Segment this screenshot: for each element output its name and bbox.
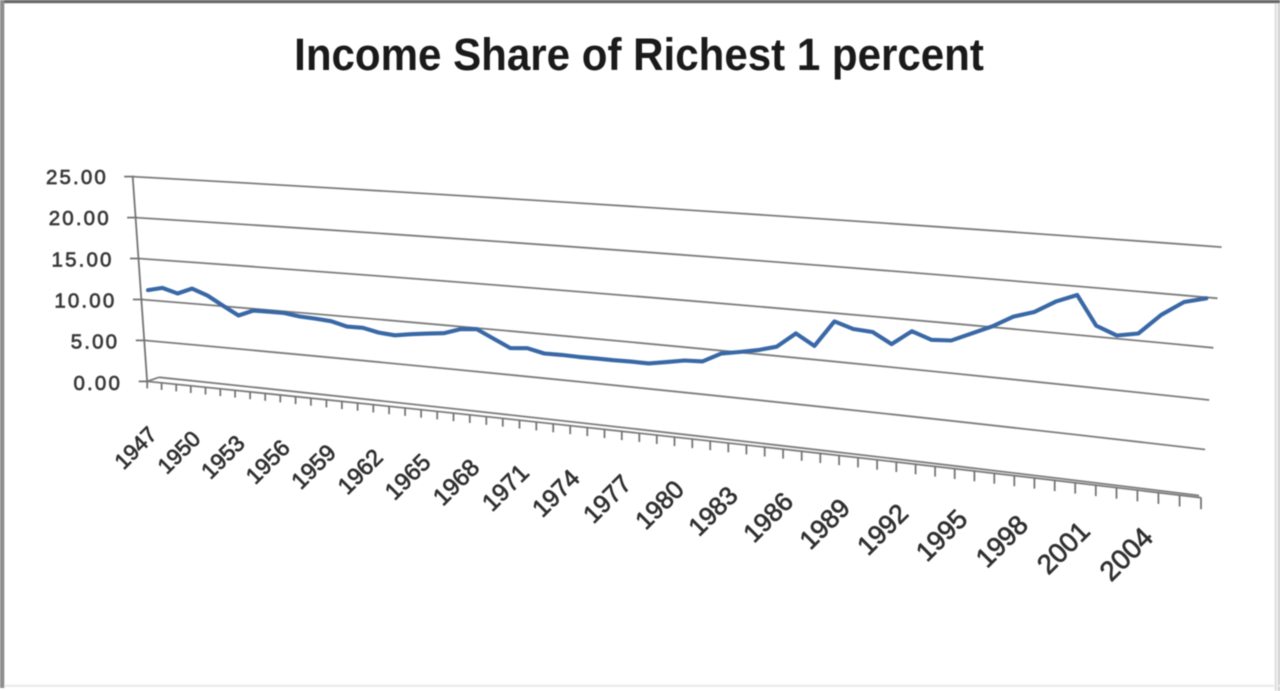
svg-text:0.00: 0.00 bbox=[74, 372, 123, 395]
svg-text:15.00: 15.00 bbox=[52, 248, 114, 271]
svg-text:25.00: 25.00 bbox=[46, 166, 108, 189]
svg-text:10.00: 10.00 bbox=[54, 290, 116, 313]
svg-text:5.00: 5.00 bbox=[71, 331, 120, 354]
svg-text:Income Share of Richest 1 perc: Income Share of Richest 1 percent bbox=[294, 30, 984, 81]
svg-text:20.00: 20.00 bbox=[49, 207, 111, 230]
